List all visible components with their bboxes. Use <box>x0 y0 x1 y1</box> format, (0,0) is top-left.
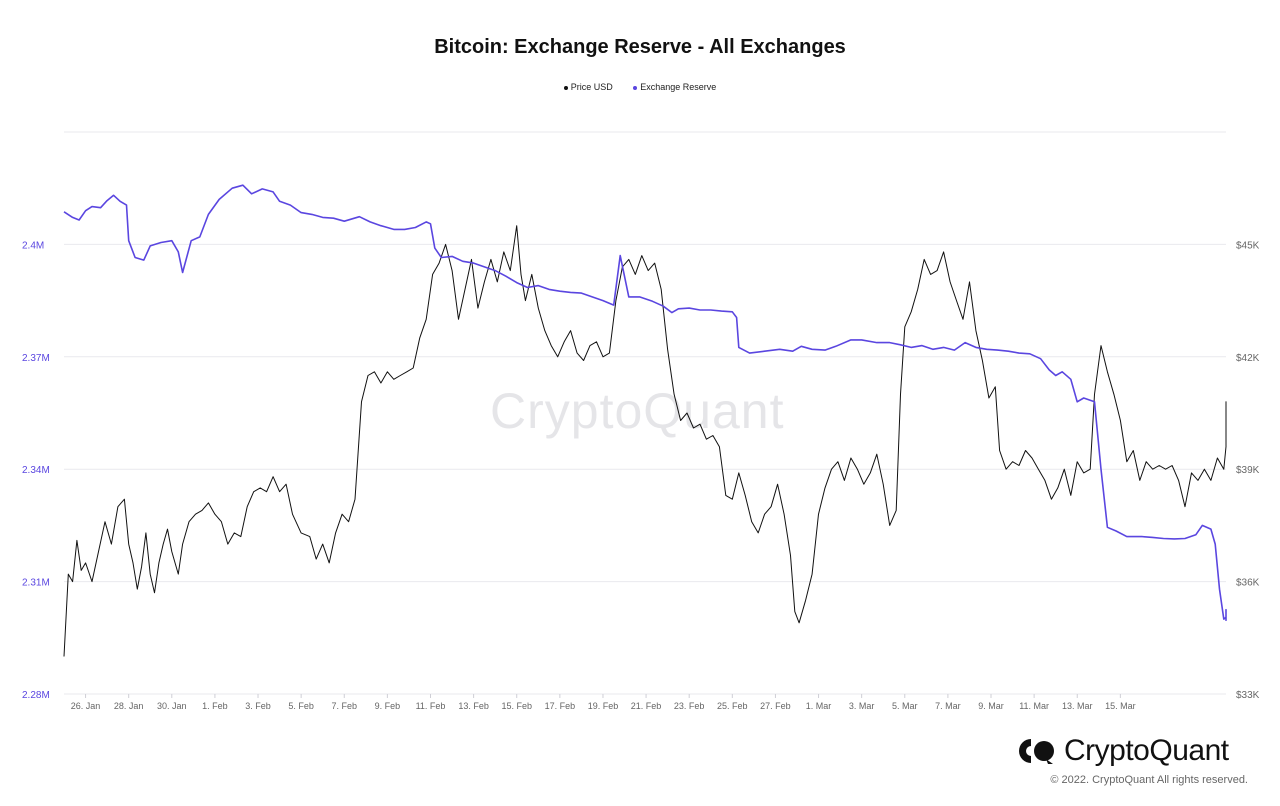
legend-label-price: Price USD <box>570 82 613 92</box>
exchange-reserve-line <box>63 184 1227 621</box>
x-tick-label: 15. Feb <box>501 701 532 711</box>
x-tick-label: 1. Mar <box>806 701 832 711</box>
x-tick-label: 5. Feb <box>288 701 314 711</box>
cryptoquant-logo-icon <box>1019 739 1054 764</box>
left-y-tick-label: 2.31M <box>22 578 50 589</box>
price-usd-line <box>63 225 1227 657</box>
x-tick-label: 26. Jan <box>71 701 101 711</box>
x-tick-label: 21. Feb <box>631 701 662 711</box>
x-tick-label: 23. Feb <box>674 701 705 711</box>
x-tick-label: 13. Feb <box>458 701 489 711</box>
legend-dot-price <box>563 85 568 90</box>
x-tick-label: 11. Mar <box>1019 701 1049 711</box>
legend-item-reserve[interactable]: Exchange Reserve <box>633 82 716 92</box>
grid-lines <box>64 131 1226 695</box>
x-tick-label: 15. Mar <box>1105 701 1136 711</box>
x-axis: 26. Jan 28. Jan 30. Jan 1. Feb 3. Feb 5. Feb 7… <box>71 694 1136 711</box>
left-y-tick-label: 2.34M <box>22 465 50 476</box>
chart-title: Bitcoin: Exchange Reserve - All Exchange… <box>434 36 846 58</box>
x-tick-label: 30. Jan <box>157 701 187 711</box>
x-tick-label: 19. Feb <box>588 701 619 711</box>
x-tick-label: 17. Feb <box>545 701 576 711</box>
right-y-tick-label: $39K <box>1236 465 1260 476</box>
legend-label-reserve: Exchange Reserve <box>640 82 717 92</box>
copyright-notice: © 2022. CryptoQuant All rights reserved. <box>1050 774 1248 786</box>
x-tick-label: 3. Mar <box>849 701 875 711</box>
legend-dot-reserve <box>633 85 638 90</box>
series-layer <box>63 184 1227 657</box>
x-tick-label: 7. Mar <box>935 701 961 711</box>
x-tick-label: 25. Feb <box>717 701 748 711</box>
right-y-tick-label: $45K <box>1236 240 1260 251</box>
left-y-tick-label: 2.37M <box>22 353 50 364</box>
x-tick-label: 27. Feb <box>760 701 791 711</box>
x-tick-label: 9. Feb <box>375 701 401 711</box>
right-y-tick-label: $42K <box>1236 353 1260 364</box>
x-tick-label: 1. Feb <box>202 701 228 711</box>
legend-item-price[interactable]: Price USD <box>563 82 613 92</box>
right-y-axis: $33K $36K $39K $42K $45K <box>1236 240 1260 701</box>
x-tick-label: 28. Jan <box>114 701 144 711</box>
x-tick-label: 9. Mar <box>978 701 1004 711</box>
left-y-tick-label: 2.28M <box>22 690 50 701</box>
x-tick-label: 7. Feb <box>332 701 358 711</box>
right-y-tick-label: $36K <box>1236 578 1260 589</box>
x-tick-label: 5. Mar <box>892 701 918 711</box>
brand-logo: CryptoQuant <box>1018 734 1229 768</box>
brand-name: CryptoQuant <box>1064 734 1229 767</box>
legend: Price USD Exchange Reserve <box>0 82 1280 92</box>
left-y-tick-label: 2.4M <box>22 240 44 251</box>
x-tick-label: 11. Feb <box>416 701 446 711</box>
right-y-tick-label: $33K <box>1236 690 1260 701</box>
x-tick-label: 13. Mar <box>1062 701 1093 711</box>
x-tick-label: 3. Feb <box>245 701 271 711</box>
left-y-axis: 2.28M 2.31M 2.34M 2.37M 2.4M <box>22 240 50 701</box>
